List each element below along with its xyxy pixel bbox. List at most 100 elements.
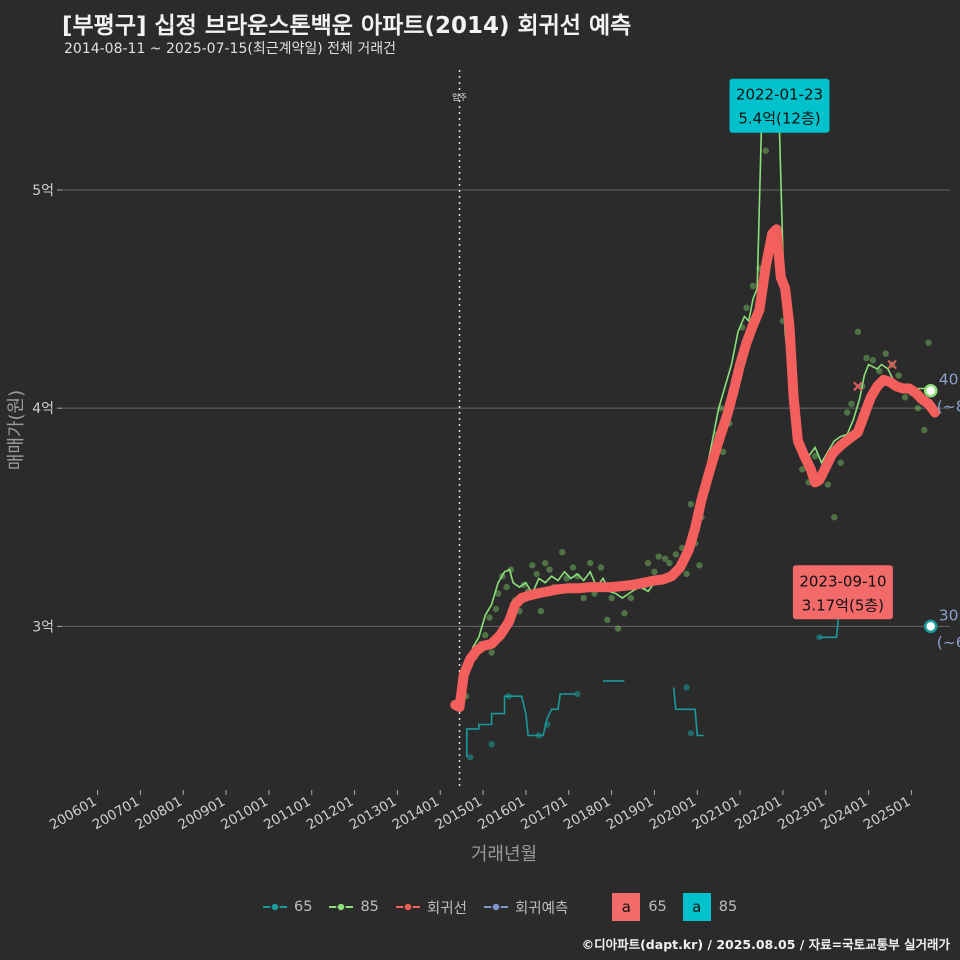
endpoint-area-65: (~65㎡) bbox=[937, 633, 960, 651]
data-point-85 bbox=[569, 564, 577, 571]
data-point-85 bbox=[811, 452, 819, 460]
data-point-85 bbox=[533, 570, 540, 578]
x-tick-label: 201401 bbox=[390, 794, 443, 834]
data-point-85 bbox=[882, 350, 889, 357]
series-line-85 bbox=[471, 101, 929, 649]
cross-marker bbox=[853, 381, 863, 392]
data-point-85 bbox=[661, 555, 669, 562]
x-tick-label: 202101 bbox=[689, 794, 742, 834]
cross-marker bbox=[735, 359, 745, 370]
data-point-65 bbox=[467, 754, 474, 761]
data-point-85 bbox=[831, 514, 838, 521]
data-point-85 bbox=[627, 594, 635, 602]
data-point-85 bbox=[921, 426, 928, 434]
data-point-85 bbox=[749, 282, 757, 290]
y-tick-label: 4억 bbox=[32, 401, 54, 417]
data-point-85 bbox=[546, 566, 553, 573]
cross-stroke bbox=[853, 381, 863, 392]
data-point-85 bbox=[580, 594, 587, 602]
legend-box-label-65: 65 bbox=[648, 899, 667, 915]
chart-title: [부평구] 십정 브라운스톤백운 아파트(2014) 회귀선 예측 bbox=[62, 13, 632, 39]
legend-item-regression: 회귀선 bbox=[395, 897, 467, 918]
x-tick-label: 201801 bbox=[561, 794, 614, 834]
data-point-85 bbox=[666, 559, 673, 567]
x-tick-label: 201501 bbox=[432, 794, 485, 834]
endpoint-area-85: (~85㎡) bbox=[937, 398, 960, 416]
data-point-65 bbox=[574, 690, 581, 698]
data-point-85 bbox=[482, 631, 489, 639]
x-tick-label: 201701 bbox=[518, 794, 571, 834]
data-point-85 bbox=[621, 610, 628, 617]
legend-item-65: 65 bbox=[262, 897, 312, 917]
data-point-85 bbox=[537, 607, 545, 615]
x-tick-label: 200801 bbox=[133, 794, 186, 834]
data-point-85 bbox=[541, 559, 549, 567]
cross-stroke bbox=[735, 359, 745, 370]
x-tick-label: 201901 bbox=[604, 794, 657, 834]
source-footer: ©디아파트(dapt.kr) / 2025.08.05 / 자료=국토교통부 실… bbox=[581, 937, 950, 952]
legend-symbol-85 bbox=[329, 902, 354, 912]
x-tick-label: 201201 bbox=[304, 794, 357, 834]
data-point-85 bbox=[687, 500, 695, 508]
legend-box-85: a 85 bbox=[682, 893, 738, 921]
annotation-box bbox=[729, 78, 830, 133]
data-point-65 bbox=[687, 730, 695, 737]
y-tick-label: 5억 bbox=[32, 183, 54, 199]
x-tick-label: 202301 bbox=[775, 794, 828, 834]
x-tick-label: 201101 bbox=[261, 794, 314, 834]
x-tick-label: 201601 bbox=[475, 794, 528, 834]
legend-item-forecast: 회귀예측 bbox=[483, 897, 568, 918]
data-point-85 bbox=[608, 594, 615, 602]
data-point-85 bbox=[696, 562, 703, 569]
cross-stroke bbox=[887, 359, 897, 370]
data-point-85 bbox=[719, 448, 727, 456]
x-tick-label: 200901 bbox=[175, 794, 228, 834]
x-tick-label: 202201 bbox=[732, 794, 785, 834]
data-point-85 bbox=[651, 568, 658, 576]
data-point-85 bbox=[486, 614, 493, 621]
data-point-85 bbox=[743, 304, 750, 312]
annotation-date: 2022-01-23 bbox=[736, 86, 823, 104]
data-point-85 bbox=[672, 551, 680, 558]
data-point-85 bbox=[488, 649, 495, 656]
data-point-85 bbox=[762, 147, 770, 154]
annotation-date: 2023-09-10 bbox=[799, 572, 886, 590]
data-point-85 bbox=[644, 559, 652, 567]
x-tick-label: 201001 bbox=[218, 794, 271, 834]
chart-subtitle: 2014-08-11 ~ 2025-07-15(최근계약일) 전체 거래건 bbox=[64, 41, 396, 57]
series-line-65 bbox=[466, 693, 576, 758]
data-point-85 bbox=[848, 400, 855, 408]
legend-label-65: 65 bbox=[294, 899, 313, 915]
x-tick-label: 201301 bbox=[347, 794, 400, 834]
annotation-callout: 2022-01-23 5.4억(12층) bbox=[729, 78, 830, 133]
data-point-85 bbox=[837, 459, 844, 466]
data-point-85 bbox=[901, 394, 909, 401]
data-point-85 bbox=[559, 548, 566, 556]
legend-box-swatch-65: a bbox=[612, 893, 641, 921]
x-tick-label: 202401 bbox=[818, 794, 871, 834]
legend-symbol-forecast bbox=[483, 902, 508, 912]
series-line-65c bbox=[672, 687, 704, 737]
endpoint-marker-85 bbox=[923, 383, 938, 398]
annotation-price: 3.17억(5층) bbox=[802, 596, 884, 614]
legend-item-85: 85 bbox=[328, 897, 379, 917]
data-point-85 bbox=[492, 605, 500, 613]
move-in-label: 입주 bbox=[452, 93, 467, 102]
data-point-85 bbox=[683, 570, 690, 578]
data-point-65 bbox=[683, 684, 690, 691]
legend-symbol-65 bbox=[263, 902, 287, 912]
legend-box-label-85: 85 bbox=[718, 899, 738, 915]
data-point-85 bbox=[895, 372, 902, 379]
data-point-85 bbox=[824, 481, 832, 488]
data-point-85 bbox=[914, 404, 922, 412]
legend: 65 85 회귀선 회귀예측 a 65 a 85 bbox=[262, 893, 753, 921]
x-tick-label: 200701 bbox=[90, 794, 143, 834]
x-tick-label: 202501 bbox=[861, 794, 914, 834]
data-point-85 bbox=[597, 564, 605, 571]
endpoint-value-65: 30,000 bbox=[939, 606, 960, 624]
annotation-price: 5.4억(12층) bbox=[738, 110, 820, 128]
x-tick-label: 200601 bbox=[47, 794, 100, 834]
data-point-85 bbox=[863, 354, 870, 362]
data-point-85 bbox=[529, 562, 536, 569]
